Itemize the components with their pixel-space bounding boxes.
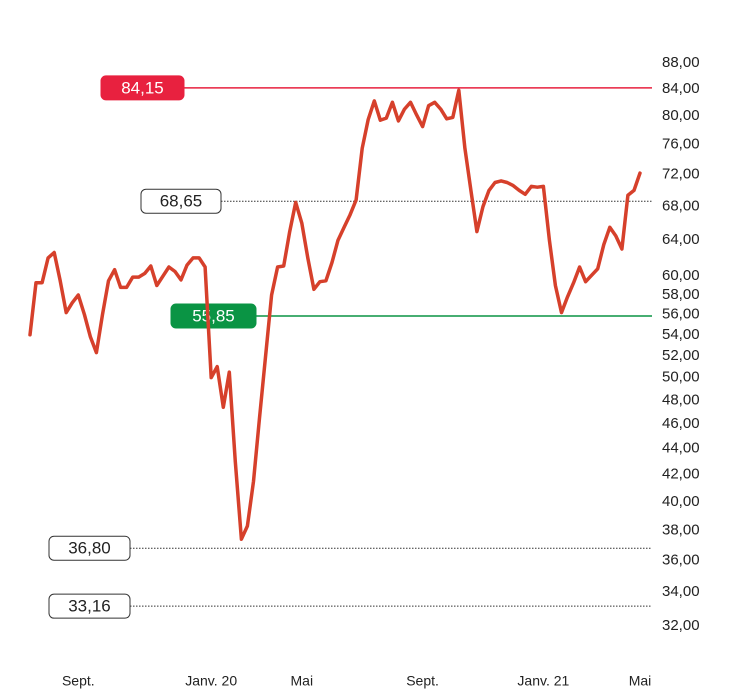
y-tick-label: 32,00 <box>662 617 700 634</box>
reference-label: 36,80 <box>68 539 111 558</box>
y-tick-label: 58,00 <box>662 286 700 303</box>
x-tick-label: Janv. 20 <box>185 673 237 689</box>
y-tick-label: 60,00 <box>662 267 700 284</box>
y-tick-label: 72,00 <box>662 166 700 183</box>
price-line <box>28 88 642 541</box>
reference-label-box <box>170 303 257 329</box>
y-tick-label: 38,00 <box>662 521 700 538</box>
x-tick-label: Mai <box>629 673 652 689</box>
reference-label: 84,15 <box>121 78 164 97</box>
reference-label: 55,85 <box>192 307 235 326</box>
y-tick-label: 40,00 <box>662 493 700 510</box>
reference-label-box <box>48 593 131 619</box>
y-tick-label: 54,00 <box>662 326 700 343</box>
y-tick-label: 42,00 <box>662 466 700 483</box>
y-tick-label: 36,00 <box>662 551 700 568</box>
reference-label-box <box>100 75 185 101</box>
y-tick-label: 34,00 <box>662 583 700 600</box>
y-tick-label: 48,00 <box>662 391 700 408</box>
y-tick-label: 50,00 <box>662 369 700 386</box>
x-tick-label: Sept. <box>62 673 95 689</box>
reference-label-box <box>48 535 131 561</box>
y-tick-label: 52,00 <box>662 347 700 364</box>
reference-label-box <box>140 188 222 214</box>
y-tick-label: 44,00 <box>662 440 700 457</box>
y-tick-label: 84,00 <box>662 80 700 97</box>
y-tick-label: 68,00 <box>662 197 700 214</box>
x-tick-label: Mai <box>291 673 314 689</box>
x-tick-label: Sept. <box>406 673 439 689</box>
reference-label: 68,65 <box>160 192 203 211</box>
y-tick-label: 76,00 <box>662 136 700 153</box>
y-tick-label: 80,00 <box>662 107 700 124</box>
y-tick-label: 46,00 <box>662 415 700 432</box>
y-tick-label: 88,00 <box>662 54 700 71</box>
y-tick-label: 56,00 <box>662 306 700 323</box>
x-tick-label: Janv. 21 <box>517 673 569 689</box>
y-tick-label: 64,00 <box>662 231 700 248</box>
reference-label: 33,16 <box>68 597 111 616</box>
